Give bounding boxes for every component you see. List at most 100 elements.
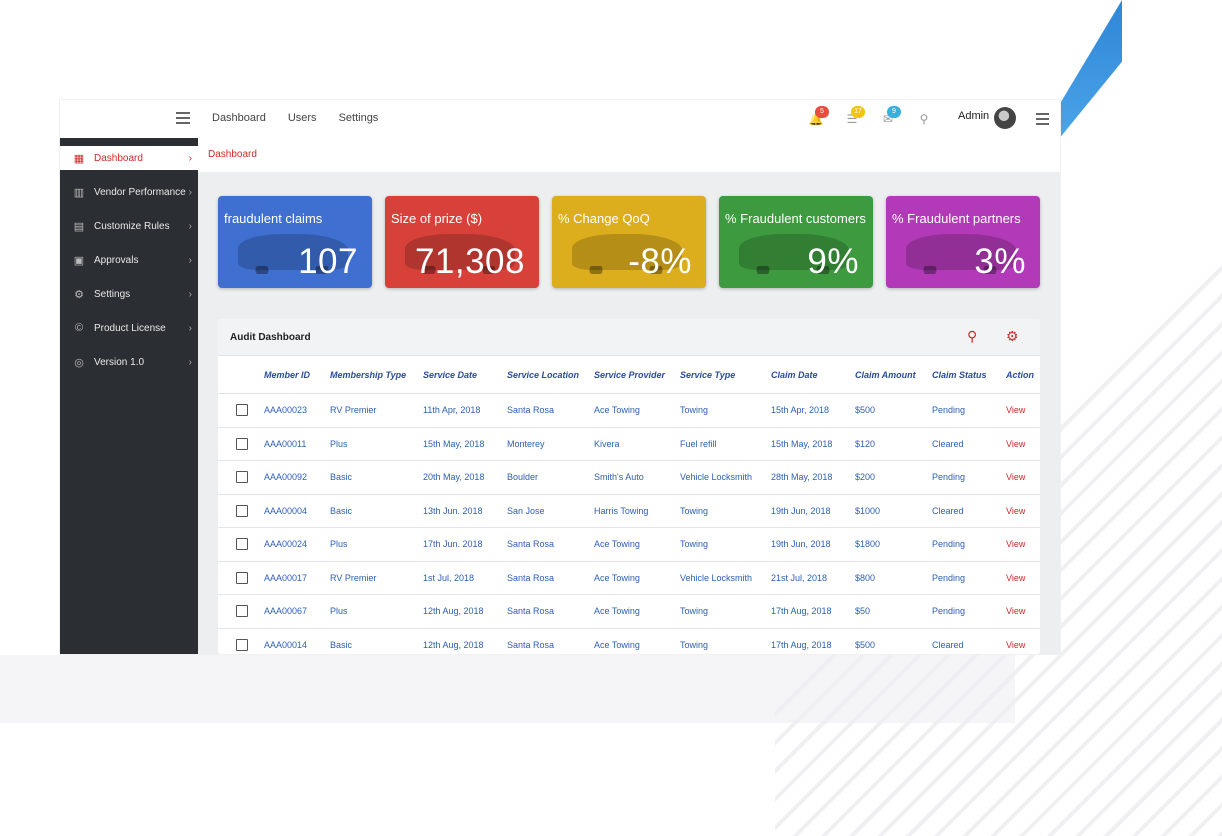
- top-nav-users[interactable]: Users: [287, 112, 317, 124]
- gear-icon[interactable]: ⚙: [1006, 328, 1019, 344]
- table-cell: Santa Rosa: [507, 393, 594, 428]
- table-row: AAA00017 RV Premier 1st Jul, 2018 Santa Ros…: [218, 561, 1040, 595]
- table-cell: Pending: [932, 561, 1006, 595]
- kpi-card-title: fraudulent claims: [224, 211, 323, 226]
- view-link[interactable]: View: [1006, 460, 1040, 495]
- sidebar-item-settings[interactable]: ⚙ Settings ›: [60, 277, 198, 311]
- view-link[interactable]: View: [1006, 628, 1040, 654]
- column-header[interactable]: Service Type: [680, 356, 771, 394]
- user-name[interactable]: Admin: [958, 110, 990, 122]
- row-select-cell: [218, 561, 264, 595]
- kpi-card[interactable]: % Fraudulent customers 9%: [719, 196, 873, 288]
- row-checkbox[interactable]: [236, 605, 248, 618]
- row-checkbox[interactable]: [236, 504, 248, 517]
- approvals-icon: ▣: [73, 254, 85, 267]
- menu-icon[interactable]: [1036, 113, 1049, 128]
- bell-icon[interactable]: 🔔 5: [808, 106, 829, 128]
- table-cell: Pending: [932, 393, 1006, 428]
- row-checkbox[interactable]: [236, 404, 248, 417]
- view-link[interactable]: View: [1006, 494, 1040, 528]
- top-nav-dashboard[interactable]: Dashboard: [212, 112, 266, 124]
- search-icon[interactable]: ⚲: [967, 328, 978, 344]
- panel-header: Audit Dashboard ⚲ ⚙: [218, 319, 1040, 356]
- sidebar-item-approvals[interactable]: ▣ Approvals ›: [60, 243, 198, 277]
- view-link[interactable]: View: [1006, 594, 1040, 629]
- sidebar-item-product-license[interactable]: © Product License ›: [60, 311, 198, 345]
- table-cell: 13th Jun. 2018: [423, 494, 507, 528]
- audit-table: Member ID Membership Type Service Date Serv…: [218, 356, 1040, 654]
- column-header[interactable]: Member ID: [264, 356, 330, 394]
- kpi-card[interactable]: % Fraudulent partners 3%: [886, 196, 1040, 288]
- row-select-cell: [218, 628, 264, 654]
- table-cell: 19th Jun, 2018: [771, 527, 855, 562]
- notification-badge: 17: [851, 106, 865, 118]
- column-header[interactable]: Membership Type: [330, 356, 423, 394]
- table-cell: Ace Towing: [594, 594, 680, 629]
- chevron-right-icon: ›: [188, 288, 192, 300]
- kpi-card-value: 9%: [807, 242, 859, 281]
- sidebar-item-vendor-performance[interactable]: ▥ Vendor Performance ›: [60, 175, 198, 209]
- row-select-cell: [218, 527, 264, 562]
- view-link[interactable]: View: [1006, 561, 1040, 595]
- kpi-card-title: % Fraudulent partners: [892, 211, 1021, 226]
- notification-icons: 🔔 5 ☰ 17 ✉ 9 ⚲: [808, 106, 932, 128]
- table-cell: Pending: [932, 460, 1006, 495]
- mail-icon[interactable]: ✉ 9: [880, 106, 901, 128]
- location-pin-icon[interactable]: ⚲: [916, 108, 932, 128]
- column-header[interactable]: Service Date: [423, 356, 507, 394]
- select-column-header: [218, 356, 264, 394]
- sidebar-toggle-icon[interactable]: [176, 112, 190, 124]
- row-checkbox[interactable]: [236, 571, 248, 584]
- sidebar-item-label: Settings: [94, 288, 131, 300]
- table-cell: Ace Towing: [594, 393, 680, 428]
- table-cell: Cleared: [932, 628, 1006, 654]
- row-checkbox[interactable]: [236, 638, 248, 651]
- sidebar-item-label: Version 1.0: [94, 356, 145, 368]
- view-link[interactable]: View: [1006, 427, 1040, 461]
- table-cell: Ace Towing: [594, 527, 680, 562]
- column-header[interactable]: Action: [1006, 356, 1040, 394]
- kpi-card[interactable]: fraudulent claims 107: [218, 196, 372, 288]
- table-cell: Fuel refill: [680, 427, 771, 461]
- row-checkbox[interactable]: [236, 437, 248, 450]
- main-content: Dashboard fraudulent claims 107 Size of pr…: [198, 138, 1060, 654]
- table-cell: 15th May, 2018: [423, 427, 507, 461]
- chevron-right-icon: ›: [188, 152, 192, 164]
- table-cell: 28th May, 2018: [771, 460, 855, 495]
- view-link[interactable]: View: [1006, 393, 1040, 428]
- table-cell: 12th Aug, 2018: [423, 594, 507, 629]
- row-select-cell: [218, 393, 264, 428]
- view-link[interactable]: View: [1006, 527, 1040, 562]
- location-pin-icon-glyph: ⚲: [919, 112, 929, 126]
- row-checkbox[interactable]: [236, 471, 248, 484]
- table-cell: $50: [855, 594, 932, 629]
- table-cell: AAA00067: [264, 594, 330, 629]
- table-cell: $200: [855, 460, 932, 495]
- row-select-cell: [218, 427, 264, 461]
- table-cell: AAA00004: [264, 494, 330, 528]
- sidebar-item-version-1-0[interactable]: ◎ Version 1.0 ›: [60, 345, 198, 379]
- avatar[interactable]: [994, 107, 1016, 129]
- kpi-card[interactable]: % Change QoQ -8%: [552, 196, 706, 288]
- column-header[interactable]: Claim Status: [932, 356, 1006, 394]
- breadcrumb[interactable]: Dashboard: [198, 138, 1060, 172]
- table-cell: Monterey: [507, 427, 594, 461]
- table-cell: Basic: [330, 494, 423, 528]
- tasks-icon[interactable]: ☰ 17: [844, 106, 865, 128]
- top-nav-settings[interactable]: Settings: [338, 112, 379, 124]
- row-checkbox[interactable]: [236, 538, 248, 551]
- column-header[interactable]: Claim Amount: [855, 356, 932, 394]
- table-cell: AAA00017: [264, 561, 330, 595]
- table-cell: Plus: [330, 527, 423, 562]
- kpi-card[interactable]: Size of prize ($) 71,308: [385, 196, 539, 288]
- column-header[interactable]: Service Provider: [594, 356, 680, 394]
- table-cell: 15th Apr, 2018: [771, 393, 855, 428]
- sidebar-item-dashboard[interactable]: ▦ Dashboard ›: [60, 146, 198, 170]
- table-cell: 17th Aug, 2018: [771, 594, 855, 629]
- sidebar-item-customize-rules[interactable]: ▤ Customize Rules ›: [60, 209, 198, 243]
- chevron-right-icon: ›: [188, 356, 192, 368]
- column-header[interactable]: Claim Date: [771, 356, 855, 394]
- column-header[interactable]: Service Location: [507, 356, 594, 394]
- kpi-card-value: 107: [298, 242, 358, 281]
- audit-dashboard-panel: Audit Dashboard ⚲ ⚙ Member ID Membership …: [218, 319, 1040, 654]
